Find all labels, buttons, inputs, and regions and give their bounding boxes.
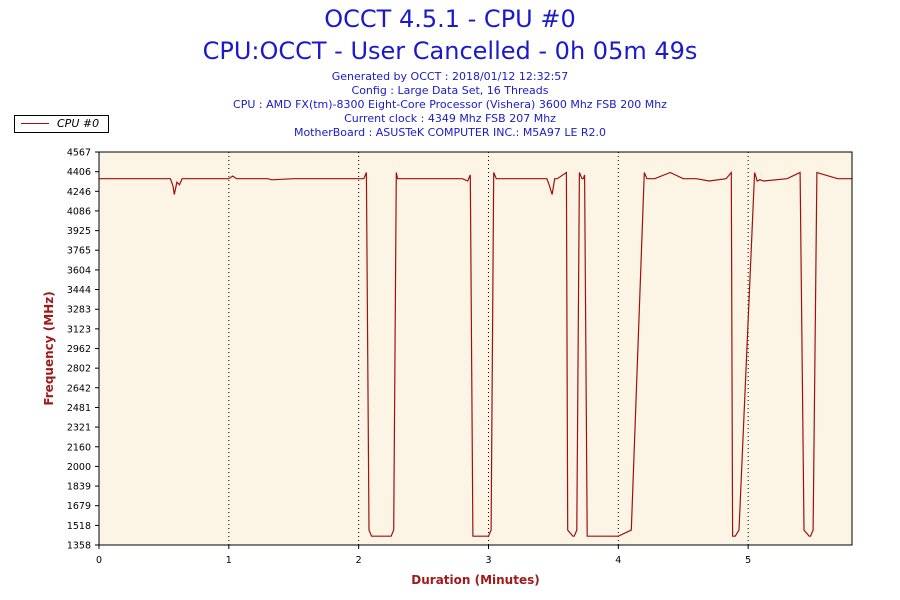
y-tick-label: 2962 (67, 344, 91, 355)
y-tick-label: 3123 (67, 324, 91, 335)
x-tick-label: 2 (356, 555, 362, 566)
y-tick-label: 4567 (67, 148, 91, 159)
info-config: Config : Large Data Set, 16 Threads (351, 84, 549, 97)
x-tick-label: 0 (96, 555, 102, 566)
y-tick-label: 4086 (67, 206, 91, 217)
y-tick-label: 3925 (67, 226, 91, 237)
y-tick-label: 3444 (67, 285, 91, 296)
chart-subtitle: CPU:OCCT - User Cancelled - 0h 05m 49s (202, 37, 698, 65)
chart-title: OCCT 4.5.1 - CPU #0 (324, 5, 576, 33)
y-tick-label: 2160 (67, 442, 91, 453)
y-tick-label: 3283 (67, 305, 91, 316)
x-tick-label: 4 (615, 555, 621, 566)
y-tick-label: 3604 (67, 265, 91, 276)
legend-label: CPU #0 (57, 117, 100, 130)
info-generated: Generated by OCCT : 2018/01/12 12:32:57 (331, 70, 569, 83)
legend: CPU #0 (14, 115, 109, 133)
legend-swatch (21, 123, 49, 124)
x-axis-label: Duration (Minutes) (411, 573, 539, 587)
x-tick-label: 3 (485, 555, 491, 566)
y-tick-label: 1679 (67, 501, 91, 512)
grid-lines (228, 152, 749, 545)
y-tick-label: 2481 (67, 403, 91, 414)
y-axis-label: Frequency (MHz) (42, 291, 56, 405)
x-tick-label: 5 (745, 555, 751, 566)
y-axis-ticks: 4567 4406 4246 4086 3925 3765 3604 3444 3283 3123… (67, 148, 99, 552)
y-tick-label: 1358 (67, 541, 91, 552)
plot-area (99, 152, 852, 545)
y-tick-label: 2802 (67, 364, 91, 375)
plot-border (98, 151, 853, 546)
y-tick-label: 2642 (67, 383, 91, 394)
x-tick-label: 1 (226, 555, 232, 566)
y-tick-label: 2000 (67, 462, 91, 473)
x-axis-ticks: 0 1 2 3 4 5 (96, 545, 751, 566)
y-tick-label: 1518 (67, 521, 91, 532)
series-line-cpu0 (99, 170, 852, 537)
y-tick-label: 3765 (67, 246, 91, 257)
y-tick-label: 1839 (67, 482, 91, 493)
info-motherboard: MotherBoard : ASUSTeK COMPUTER INC.: M5A… (293, 126, 607, 139)
info-cpu: CPU : AMD FX(tm)-8300 Eight-Core Process… (233, 98, 667, 111)
info-current-clock: Current clock : 4349 Mhz FSB 207 Mhz (344, 112, 556, 125)
y-tick-label: 4406 (67, 167, 91, 178)
y-tick-label: 2321 (67, 423, 91, 434)
y-tick-label: 4246 (67, 187, 91, 198)
